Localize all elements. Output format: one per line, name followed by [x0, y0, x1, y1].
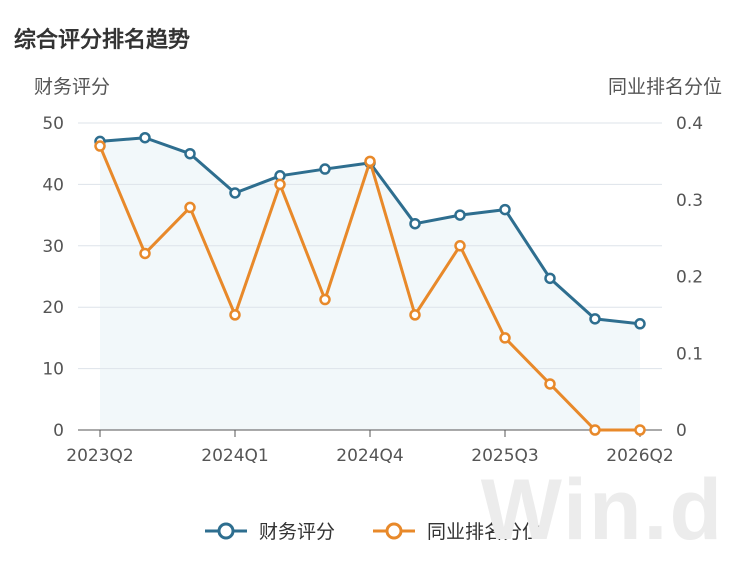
right-tick-label: 0.1	[676, 344, 703, 364]
series-1-point	[544, 378, 556, 390]
legend-symbol-rank	[373, 522, 415, 539]
left-axis-label: 财务评分	[34, 76, 111, 98]
series-0-point	[454, 209, 466, 221]
right-tick-label: 0.2	[676, 268, 703, 288]
watermark-logo: Win.d	[480, 462, 724, 558]
x-tick-label: 2025Q3	[471, 446, 538, 466]
x-tick-label: 2024Q1	[201, 446, 268, 466]
left-tick-label: 50	[42, 114, 64, 134]
series-0-point	[499, 203, 511, 216]
series-0-point	[409, 217, 421, 230]
series-0-point	[184, 147, 196, 160]
right-axis-label: 同业排名分位	[607, 76, 722, 98]
series-1-point	[184, 201, 196, 214]
series-1-point	[229, 309, 241, 321]
chart-title: 综合评分排名趋势	[14, 28, 191, 53]
series-0-point	[544, 272, 556, 285]
left-tick-label: 40	[42, 175, 64, 195]
series-0-point	[139, 131, 151, 144]
series-1-point	[139, 247, 151, 260]
left-tick-label: 30	[42, 237, 64, 257]
right-tick-label: 0.4	[676, 114, 703, 134]
legend: 财务评分 同业排名分位	[0, 517, 744, 544]
right-tick-label: 0.3	[676, 191, 703, 211]
legend-symbol-score	[204, 522, 247, 539]
legend-item-score[interactable]: 财务评分	[203, 517, 335, 544]
series-area-score	[100, 137, 640, 430]
left-tick-label: 10	[42, 360, 64, 380]
x-tick-label: 2024Q4	[336, 446, 403, 466]
legend-label-score: 财务评分	[258, 521, 335, 543]
series-1-point	[454, 240, 466, 252]
series-1-point	[409, 309, 421, 321]
series-1-point	[319, 293, 331, 306]
series-1-point	[364, 155, 376, 168]
legend-item-rank[interactable]: 同业排名分位	[371, 517, 541, 544]
series-0-point	[589, 313, 601, 325]
legend-label-rank: 同业排名分位	[427, 521, 542, 543]
x-tick-label: 2026Q2	[606, 446, 673, 466]
right-tick-label: 0	[676, 421, 687, 441]
series-1-point	[589, 424, 601, 436]
series-0-point	[319, 163, 331, 175]
series-1-point	[94, 140, 106, 152]
left-tick-label: 20	[42, 298, 64, 318]
series-0-point	[634, 318, 646, 330]
x-tick-label: 2023Q2	[66, 446, 133, 466]
series-1-point	[274, 178, 286, 191]
series-1-point	[499, 332, 511, 344]
left-tick-label: 0	[53, 421, 64, 441]
series-1-point	[634, 424, 646, 436]
series-0-point	[229, 187, 241, 199]
